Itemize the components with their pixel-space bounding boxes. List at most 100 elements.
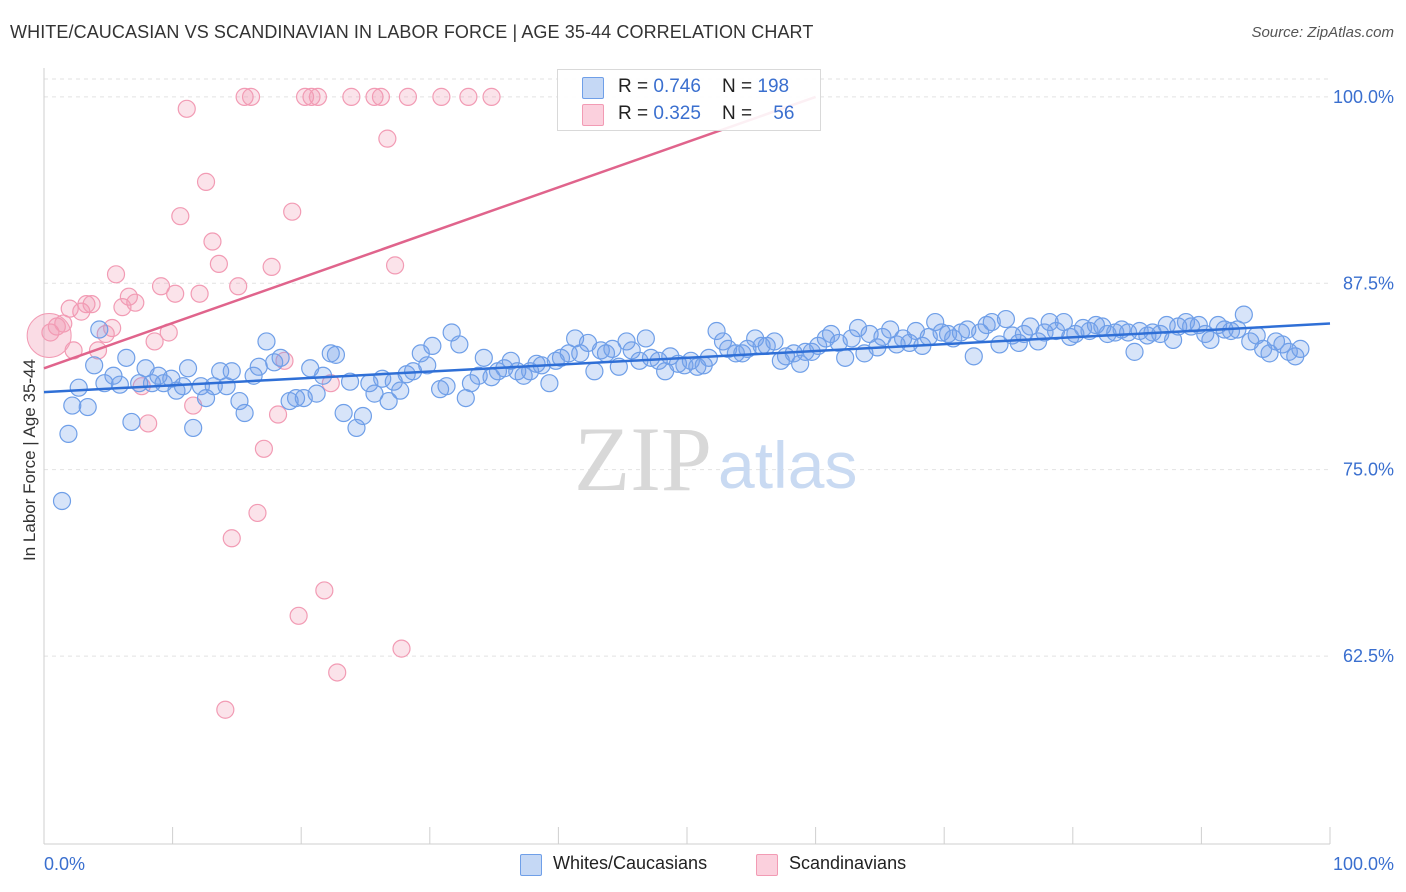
scandinavians-point-29 xyxy=(222,529,241,548)
whites-point-136 xyxy=(932,323,951,342)
whites-point-56 xyxy=(418,356,437,375)
whites-point-65 xyxy=(474,348,493,367)
scandinavians-point-40 xyxy=(295,87,315,106)
scandinavians-point-33 xyxy=(248,503,267,523)
whites-point-144 xyxy=(982,312,1001,332)
whites-point-22 xyxy=(191,377,210,396)
chart-title: WHITE/CAUCASIAN VS SCANDINAVIAN IN LABOR… xyxy=(10,22,814,42)
trend-lines xyxy=(43,95,1331,394)
scandinavians-point-35 xyxy=(262,257,281,276)
scandinavians-point-47 xyxy=(365,87,384,106)
scandinavians-point-31 xyxy=(235,87,254,106)
whites-point-135 xyxy=(926,312,945,332)
scandinavians-point-48 xyxy=(371,87,391,106)
whites-point-5 xyxy=(85,356,104,375)
whites-point-122 xyxy=(842,329,861,348)
scandinavians-point-27 xyxy=(209,254,228,273)
scandinavians-point-42 xyxy=(308,87,328,106)
scand-legend-swatch xyxy=(756,854,778,876)
scandinavians-point-55 xyxy=(482,87,501,106)
scandinavians-point-34 xyxy=(254,439,274,458)
whites-point-101 xyxy=(707,321,726,341)
whites-point-44 xyxy=(340,372,360,391)
whites-point-39 xyxy=(307,384,326,403)
scandinavians-point-17 xyxy=(145,332,164,351)
whites-point-29 xyxy=(235,403,254,423)
whites-point-34 xyxy=(271,348,290,367)
whites-point-9 xyxy=(110,375,129,394)
scandinavians-point-50 xyxy=(385,256,405,275)
whites-point-36 xyxy=(286,389,306,408)
scandinavians-trend-line xyxy=(43,95,817,370)
whites-point-28 xyxy=(230,391,249,411)
whites-point-43 xyxy=(334,403,353,423)
scandinavians-point-49 xyxy=(378,129,397,148)
y-tick-label-2: 75.0% xyxy=(1343,460,1394,480)
scandinavians-point-7 xyxy=(82,295,101,314)
whites-legend-swatch xyxy=(520,854,542,876)
whites-n-label: N = xyxy=(722,76,758,97)
scandinavians-point-24 xyxy=(190,284,209,303)
whites-point-10 xyxy=(117,348,136,367)
whites-point-11 xyxy=(122,412,141,432)
scand-r-value: 0.325 xyxy=(653,103,701,124)
scandinavians-point-25 xyxy=(196,172,216,191)
scandinavians-point-26 xyxy=(203,232,222,251)
whites-point-87 xyxy=(617,332,636,351)
scandinavians-swatch xyxy=(582,104,604,126)
scandinavians-point-6 xyxy=(77,295,96,314)
whites-point-90 xyxy=(636,329,655,348)
whites-point-4 xyxy=(78,397,97,417)
whites-point-82 xyxy=(585,362,604,381)
scandinavians-point-18 xyxy=(151,277,171,296)
scandinavians-point-32 xyxy=(241,87,261,106)
whites-point-141 xyxy=(964,347,983,366)
whites-point-50 xyxy=(379,391,398,411)
scand-n-label: N = xyxy=(722,103,758,124)
scand-legend-label: Scandinavians xyxy=(789,853,907,873)
scandinavians-point-3 xyxy=(60,299,79,318)
whites-point-104 xyxy=(726,344,745,363)
whites-point-94 xyxy=(661,347,680,366)
scandinavians-point-41 xyxy=(302,87,321,106)
whites-swatch xyxy=(582,77,604,99)
x-tick-label-0: 0.0% xyxy=(44,854,85,874)
scandinavians-point-43 xyxy=(315,581,334,600)
watermark-zip: ZIP xyxy=(574,408,712,510)
whites-point-152 xyxy=(1035,323,1054,342)
whites-point-21 xyxy=(184,418,203,438)
scandinavians-point-21 xyxy=(171,207,190,226)
whites-point-151 xyxy=(1028,332,1048,351)
scandinavians-point-51 xyxy=(392,639,411,658)
scandinavians-point-36 xyxy=(268,405,288,424)
whites-point-166 xyxy=(1125,342,1144,361)
whites-point-57 xyxy=(423,336,442,356)
whites-n-value: 198 xyxy=(757,76,790,97)
whites-point-3 xyxy=(69,378,88,397)
whites-point-46 xyxy=(353,406,373,426)
whites-point-48 xyxy=(365,384,384,403)
scand-r-label: R = xyxy=(618,103,654,124)
whites-point-0 xyxy=(52,491,72,511)
whites-point-123 xyxy=(848,318,868,338)
scandinavians-point-45 xyxy=(328,663,347,682)
axes xyxy=(43,68,1331,845)
scandinavians-points xyxy=(26,87,501,719)
whites-point-85 xyxy=(603,339,622,358)
scandinavians-point-11 xyxy=(106,265,126,284)
whites-trend-line xyxy=(43,322,1331,394)
scandinavians-point-16 xyxy=(139,414,158,433)
whites-point-59 xyxy=(437,377,456,396)
scandinavians-point-20 xyxy=(166,284,185,303)
whites-point-146 xyxy=(996,309,1016,329)
tick-labels: 100.0% 87.5% 75.0% 62.5% 0.0% 100.0% xyxy=(44,87,1394,874)
whites-point-8 xyxy=(104,366,123,385)
whites-legend-label: Whites/Caucasians xyxy=(553,853,708,873)
y-tick-label-1: 87.5% xyxy=(1343,273,1394,293)
y-tick-label-0: 100.0% xyxy=(1333,87,1394,107)
scandinavians-point-53 xyxy=(432,87,451,106)
whites-point-52 xyxy=(391,381,410,400)
whites-point-63 xyxy=(461,374,481,393)
scandinavians-point-38 xyxy=(283,202,302,221)
